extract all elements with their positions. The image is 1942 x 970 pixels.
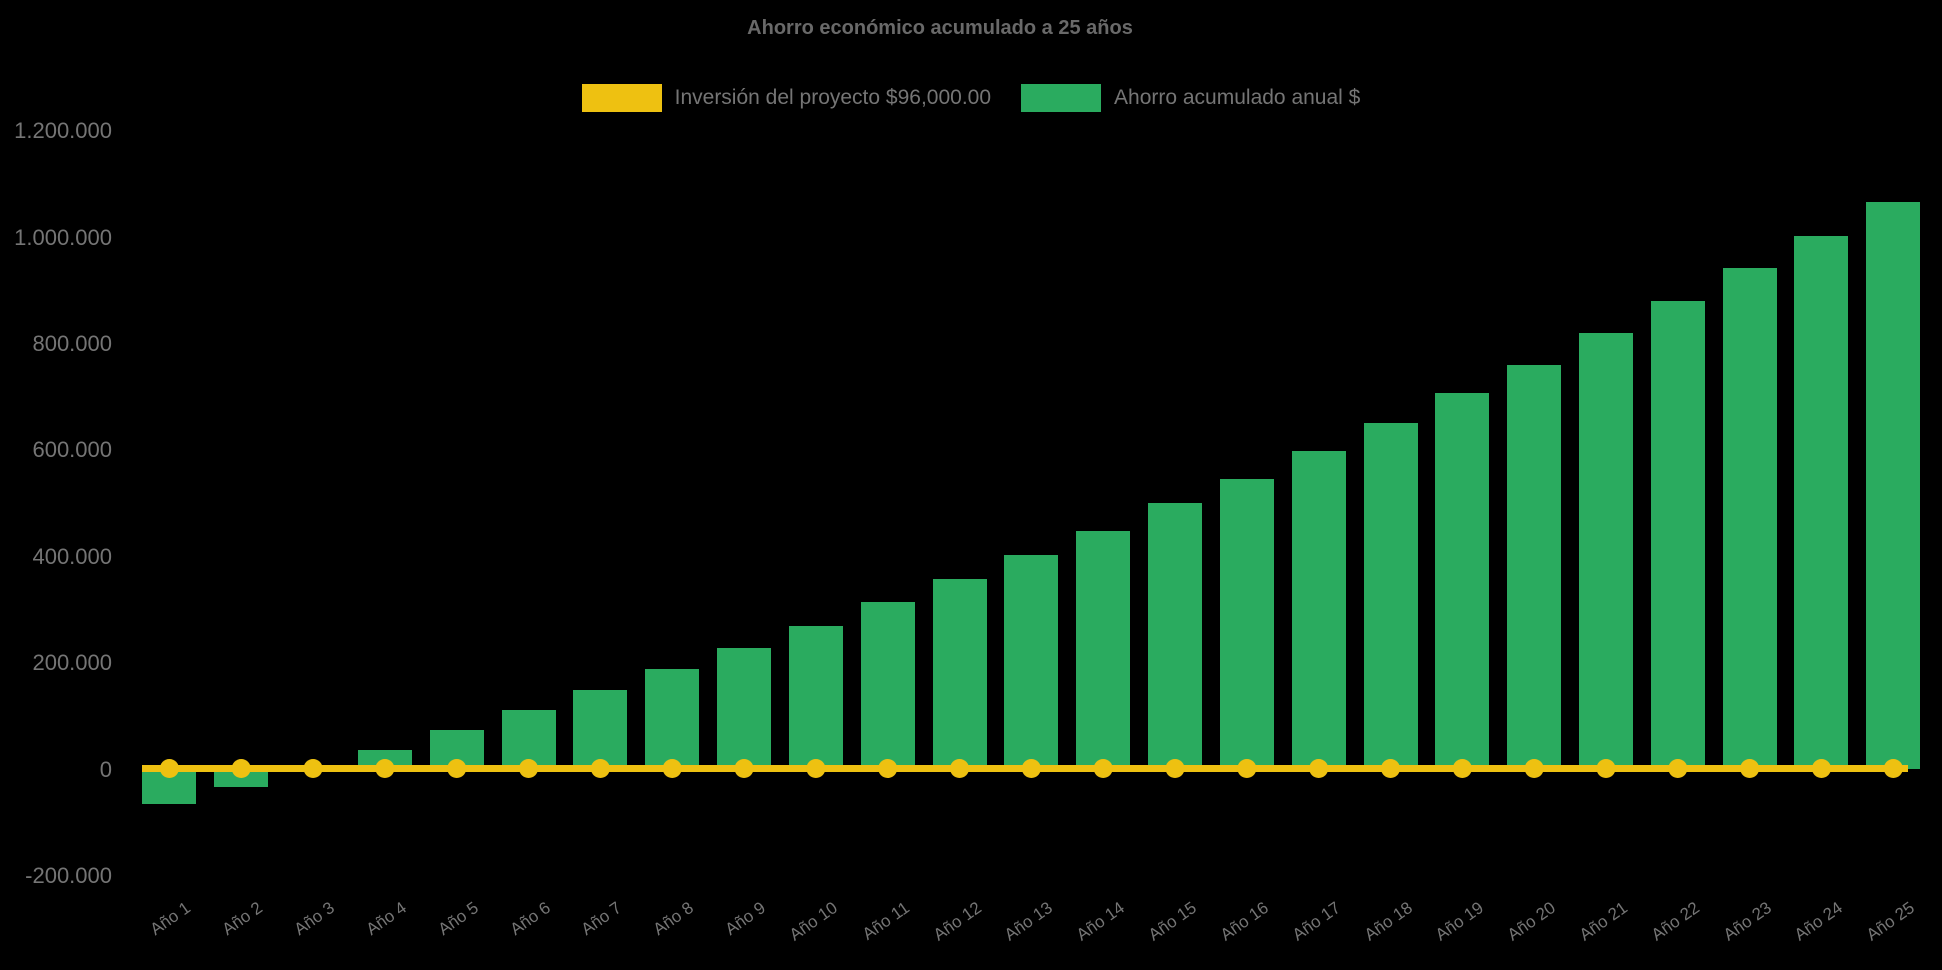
bar-ano-12[interactable] bbox=[932, 578, 987, 770]
investment-point-ano-6[interactable] bbox=[519, 759, 539, 778]
bar-ano-8[interactable] bbox=[645, 669, 700, 770]
x-axis-tick-label-ano-15: Año 15 bbox=[1144, 898, 1200, 945]
investment-point-ano-11[interactable] bbox=[878, 759, 898, 778]
investment-point-ano-3[interactable] bbox=[303, 759, 323, 778]
bar-ano-7[interactable] bbox=[573, 689, 628, 770]
x-axis-tick-label-ano-3: Año 3 bbox=[290, 898, 338, 940]
bar-ano-23[interactable] bbox=[1722, 267, 1777, 770]
x-axis-tick-label-ano-14: Año 14 bbox=[1073, 898, 1129, 945]
investment-point-ano-2[interactable] bbox=[231, 759, 251, 778]
investment-point-ano-19[interactable] bbox=[1452, 759, 1472, 778]
bar-ano-15[interactable] bbox=[1148, 502, 1203, 770]
bar-ano-24[interactable] bbox=[1794, 235, 1849, 770]
x-axis-tick-label-ano-6: Año 6 bbox=[506, 898, 554, 940]
x-axis-tick-label-ano-9: Año 9 bbox=[721, 898, 769, 940]
bar-ano-14[interactable] bbox=[1076, 530, 1131, 770]
x-axis-tick-label-ano-25: Año 25 bbox=[1863, 898, 1919, 945]
investment-point-ano-14[interactable] bbox=[1093, 759, 1113, 778]
bar-ano-10[interactable] bbox=[788, 625, 843, 770]
investment-point-ano-13[interactable] bbox=[1021, 759, 1041, 778]
y-axis-tick-label: 0 bbox=[99, 756, 112, 782]
investment-point-ano-5[interactable] bbox=[447, 759, 467, 778]
y-axis-tick-label: 200.000 bbox=[32, 650, 112, 676]
x-axis-tick-label-ano-23: Año 23 bbox=[1719, 898, 1775, 945]
investment-point-ano-18[interactable] bbox=[1381, 759, 1401, 778]
chart-legend: Inversión del proyecto $96,000.00 Ahorro… bbox=[0, 84, 1942, 112]
x-axis-tick-label-ano-4: Año 4 bbox=[362, 898, 410, 940]
legend-swatch-green-icon bbox=[1021, 84, 1102, 112]
x-axis-tick-label-ano-13: Año 13 bbox=[1001, 898, 1057, 945]
bar-ano-18[interactable] bbox=[1363, 422, 1418, 770]
bar-ano-25[interactable] bbox=[1866, 201, 1921, 770]
chart-title: Ahorro económico acumulado a 25 años bbox=[747, 17, 1133, 39]
investment-point-ano-25[interactable] bbox=[1883, 759, 1903, 778]
x-axis-tick-label-ano-10: Año 10 bbox=[785, 898, 841, 945]
investment-point-ano-7[interactable] bbox=[590, 759, 610, 778]
investment-point-ano-4[interactable] bbox=[375, 759, 395, 778]
x-axis-tick-label-ano-8: Año 8 bbox=[649, 898, 698, 940]
y-axis-tick-label: 600.000 bbox=[32, 437, 112, 463]
x-axis-tick-label-ano-11: Año 11 bbox=[858, 898, 913, 944]
legend-item-inversion[interactable]: Inversión del proyecto $96,000.00 bbox=[581, 84, 992, 112]
y-axis-tick-label: 1.200.000 bbox=[14, 118, 112, 144]
bar-ano-16[interactable] bbox=[1219, 479, 1274, 770]
bar-ano-17[interactable] bbox=[1291, 450, 1346, 770]
legend-item-ahorro[interactable]: Ahorro acumulado anual $ bbox=[1021, 84, 1360, 112]
bar-ano-21[interactable] bbox=[1579, 332, 1633, 770]
x-axis-tick-label-ano-19: Año 19 bbox=[1432, 898, 1488, 945]
y-axis-tick-label: 1.000.000 bbox=[14, 224, 112, 250]
bar-ano-2[interactable] bbox=[214, 769, 269, 787]
investment-point-ano-23[interactable] bbox=[1740, 759, 1760, 778]
investment-point-ano-10[interactable] bbox=[806, 759, 826, 778]
investment-point-ano-1[interactable] bbox=[159, 759, 179, 778]
investment-point-ano-24[interactable] bbox=[1811, 759, 1831, 778]
investment-point-ano-22[interactable] bbox=[1668, 759, 1688, 778]
bar-ano-13[interactable] bbox=[1004, 554, 1059, 770]
investment-point-ano-21[interactable] bbox=[1596, 759, 1616, 778]
legend-label-ahorro: Ahorro acumulado anual $ bbox=[1114, 86, 1361, 109]
legend-swatch-yellow-icon bbox=[581, 84, 662, 112]
x-axis-tick-label-ano-17: Año 17 bbox=[1288, 898, 1344, 945]
investment-point-ano-12[interactable] bbox=[950, 759, 970, 778]
y-axis-tick-label: -200.000 bbox=[25, 862, 112, 888]
bar-ano-11[interactable] bbox=[860, 602, 915, 770]
investment-point-ano-9[interactable] bbox=[734, 759, 754, 778]
investment-point-ano-15[interactable] bbox=[1165, 759, 1185, 778]
x-axis-tick-label-ano-16: Año 16 bbox=[1216, 898, 1272, 945]
investment-point-ano-20[interactable] bbox=[1524, 759, 1544, 778]
legend-label-inversion: Inversión del proyecto $96,000.00 bbox=[674, 86, 992, 109]
x-axis-tick-label-ano-21: Año 21 bbox=[1575, 898, 1631, 945]
investment-point-ano-16[interactable] bbox=[1237, 759, 1257, 778]
x-axis-tick-label-ano-18: Año 18 bbox=[1360, 898, 1416, 945]
x-axis-tick-label-ano-12: Año 12 bbox=[929, 898, 985, 945]
x-axis-tick-label-ano-1: Año 1 bbox=[146, 898, 195, 940]
x-axis-tick-label-ano-7: Año 7 bbox=[577, 898, 626, 940]
y-axis-tick-label: 400.000 bbox=[32, 543, 112, 569]
investment-point-ano-8[interactable] bbox=[662, 759, 682, 778]
x-axis-tick-label-ano-22: Año 22 bbox=[1647, 898, 1703, 945]
investment-point-ano-17[interactable] bbox=[1309, 759, 1329, 778]
bar-ano-9[interactable] bbox=[717, 647, 772, 770]
bar-ano-22[interactable] bbox=[1650, 300, 1705, 770]
y-axis-tick-label: 800.000 bbox=[32, 330, 112, 356]
x-axis-tick-label-ano-5: Año 5 bbox=[434, 898, 482, 940]
bar-ano-20[interactable] bbox=[1507, 364, 1562, 770]
x-axis-tick-label-ano-20: Año 20 bbox=[1504, 898, 1560, 945]
x-axis-tick-label-ano-2: Año 2 bbox=[218, 898, 267, 940]
x-axis-tick-label-ano-24: Año 24 bbox=[1791, 898, 1847, 945]
bar-ano-19[interactable] bbox=[1435, 392, 1490, 770]
